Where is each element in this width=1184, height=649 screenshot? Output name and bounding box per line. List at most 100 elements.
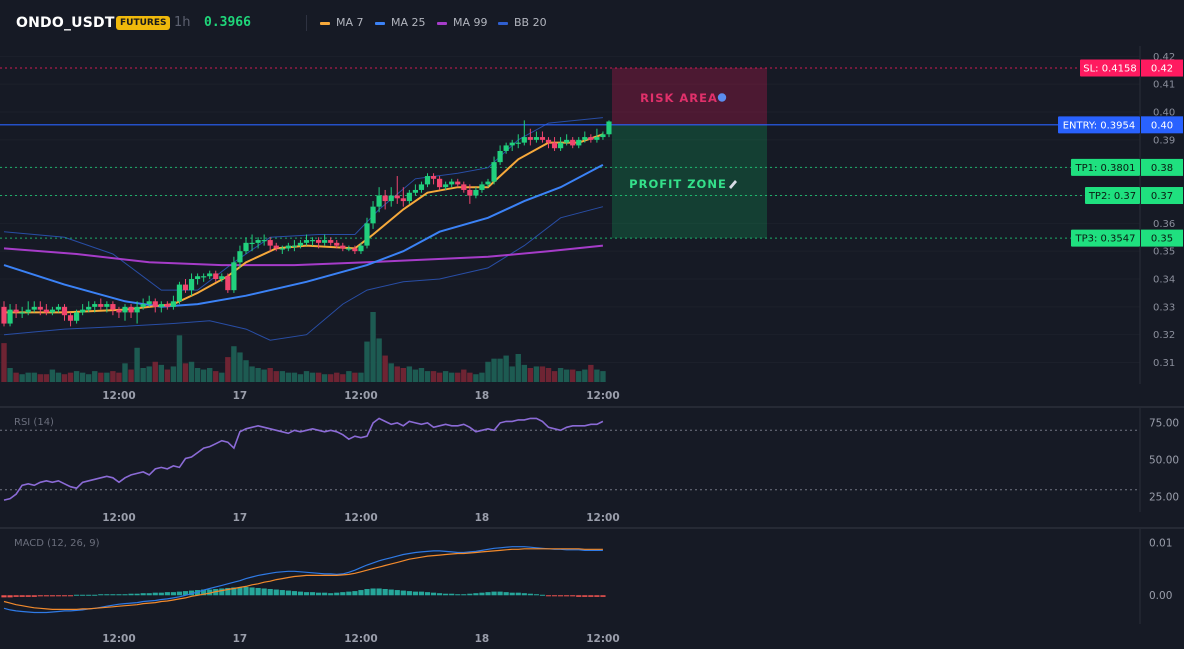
- candle[interactable]: [297, 240, 304, 249]
- candle[interactable]: [376, 187, 382, 213]
- candle[interactable]: [509, 139, 515, 151]
- candle[interactable]: [533, 131, 539, 143]
- candle[interactable]: [267, 237, 273, 252]
- candle[interactable]: [412, 184, 418, 196]
- candle[interactable]: [207, 270, 213, 280]
- candle[interactable]: [570, 137, 576, 149]
- candle[interactable]: [74, 309, 80, 324]
- candle[interactable]: [67, 312, 74, 327]
- candle[interactable]: [213, 270, 219, 282]
- candle[interactable]: [249, 234, 255, 252]
- legend-ma7[interactable]: MA 7: [320, 16, 364, 29]
- candle[interactable]: [455, 178, 461, 188]
- candle[interactable]: [430, 173, 437, 185]
- candle[interactable]: [309, 237, 316, 246]
- candle[interactable]: [340, 242, 346, 252]
- candle[interactable]: [128, 304, 134, 318]
- candle[interactable]: [418, 181, 425, 193]
- candle[interactable]: [1, 301, 7, 327]
- candle[interactable]: [521, 120, 527, 146]
- candle[interactable]: [170, 295, 176, 310]
- pane-separators[interactable]: [0, 406, 1184, 529]
- candle[interactable]: [55, 304, 62, 313]
- candle[interactable]: [352, 245, 358, 254]
- candle[interactable]: [80, 304, 86, 316]
- candle[interactable]: [364, 217, 370, 249]
- candle[interactable]: [443, 181, 449, 190]
- candle[interactable]: [134, 301, 140, 324]
- candle[interactable]: [19, 306, 25, 318]
- candle[interactable]: [503, 142, 509, 154]
- candle[interactable]: [188, 273, 195, 296]
- legend-bb20[interactable]: BB 20: [498, 16, 547, 29]
- symbol-title[interactable]: ONDO_USDT: [16, 15, 115, 31]
- candle[interactable]: [600, 131, 606, 140]
- candle[interactable]: [303, 234, 310, 246]
- candle[interactable]: [122, 304, 128, 321]
- candle[interactable]: [7, 304, 13, 327]
- candle[interactable]: [231, 256, 237, 293]
- candle[interactable]: [564, 134, 570, 146]
- candle[interactable]: [515, 134, 521, 149]
- candle[interactable]: [491, 156, 497, 185]
- candle[interactable]: [261, 234, 267, 246]
- candle[interactable]: [201, 273, 207, 282]
- candle[interactable]: [110, 301, 116, 316]
- candle[interactable]: [104, 301, 110, 313]
- candle[interactable]: [146, 295, 152, 307]
- candle[interactable]: [539, 131, 546, 143]
- candle[interactable]: [316, 237, 322, 249]
- candles[interactable]: [1, 120, 612, 327]
- candle[interactable]: [291, 240, 297, 252]
- candle[interactable]: [25, 301, 31, 316]
- candle[interactable]: [158, 301, 164, 313]
- candle[interactable]: [588, 134, 594, 143]
- candle[interactable]: [116, 306, 122, 318]
- candle[interactable]: [279, 245, 285, 254]
- candle[interactable]: [400, 187, 406, 207]
- pane-separator[interactable]: [0, 527, 1184, 529]
- candle[interactable]: [328, 237, 334, 246]
- candle[interactable]: [479, 181, 485, 193]
- candle[interactable]: [606, 120, 612, 138]
- candle[interactable]: [394, 176, 400, 204]
- candle[interactable]: [255, 237, 261, 249]
- candle[interactable]: [182, 279, 189, 293]
- candle[interactable]: [424, 173, 431, 188]
- candle[interactable]: [382, 189, 388, 210]
- candle[interactable]: [43, 304, 49, 316]
- candle[interactable]: [219, 273, 225, 282]
- candle[interactable]: [346, 245, 352, 252]
- candle[interactable]: [558, 137, 564, 151]
- candle[interactable]: [152, 298, 158, 313]
- legend-ma99[interactable]: MA 99: [437, 16, 488, 29]
- candle[interactable]: [461, 181, 467, 193]
- candle[interactable]: [164, 301, 170, 310]
- candle[interactable]: [358, 242, 364, 254]
- candle[interactable]: [176, 281, 183, 305]
- candle[interactable]: [322, 234, 328, 246]
- candle[interactable]: [273, 242, 279, 252]
- candle[interactable]: [243, 237, 249, 254]
- candle[interactable]: [237, 245, 243, 268]
- pane-separator[interactable]: [0, 406, 1184, 408]
- candle[interactable]: [31, 301, 37, 313]
- candle[interactable]: [334, 240, 340, 249]
- candle[interactable]: [388, 187, 394, 207]
- candle[interactable]: [98, 298, 104, 310]
- timeframe-label[interactable]: 1h: [174, 15, 191, 30]
- candle[interactable]: [473, 187, 479, 199]
- candle[interactable]: [92, 301, 98, 313]
- candle[interactable]: [49, 306, 55, 316]
- candle[interactable]: [13, 304, 19, 318]
- candle[interactable]: [61, 304, 68, 321]
- candle[interactable]: [86, 301, 92, 313]
- candle[interactable]: [449, 178, 455, 188]
- candle[interactable]: [467, 184, 473, 204]
- candle[interactable]: [406, 189, 412, 204]
- candle[interactable]: [527, 128, 533, 146]
- candle[interactable]: [37, 301, 43, 316]
- candle[interactable]: [545, 137, 552, 149]
- candle[interactable]: [551, 137, 558, 151]
